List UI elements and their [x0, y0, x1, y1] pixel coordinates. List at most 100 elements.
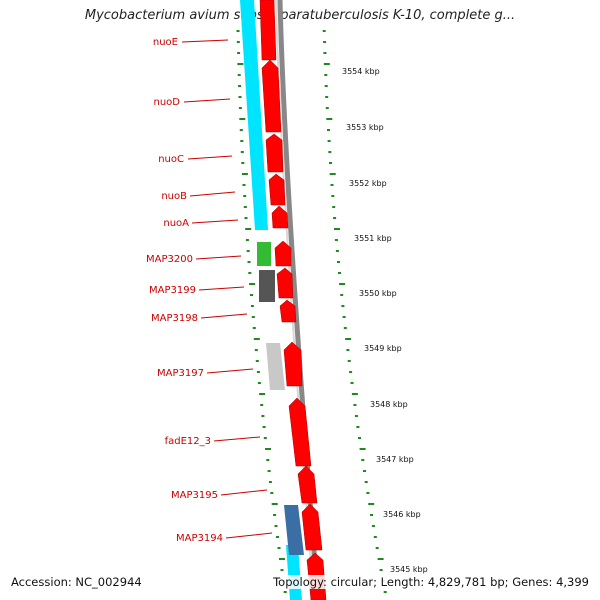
cds-arrow-MAP3197: [283, 341, 303, 387]
gene-label-MAP3199: MAP3199: [149, 285, 196, 296]
cds-arrow-nuoD: [261, 59, 282, 133]
outer-tick: [346, 349, 350, 351]
outer-tick: [332, 206, 336, 208]
outer-tick: [322, 30, 326, 32]
kbp-label-3549: 3549 kbp: [364, 344, 402, 353]
inner-tick: [240, 151, 244, 153]
inner-tick: [240, 140, 244, 142]
outer-tick-track: [322, 30, 387, 593]
gene-label-MAP3197: MAP3197: [157, 368, 204, 379]
outer-tick: [343, 327, 347, 329]
outer-tick: [370, 514, 373, 516]
outer-tick: [323, 63, 330, 65]
gene-labels: nuoE nuoD nuoC nuoB nuoA MAP3200 MAP3199…: [146, 37, 273, 544]
inner-tick: [241, 162, 245, 164]
inner-tick: [273, 514, 277, 516]
topology-label: Topology: circular; Length: 4,829,781 bp…: [271, 575, 591, 589]
gene-label-MAP3194: MAP3194: [176, 533, 223, 544]
outer-tick: [331, 195, 335, 197]
inner-tick: [238, 96, 242, 98]
outer-tick: [359, 448, 366, 450]
inner-tick: [248, 272, 252, 274]
outer-tick: [325, 107, 329, 109]
inner-tick: [244, 217, 248, 219]
outer-tick: [340, 294, 344, 296]
inner-tick: [243, 206, 247, 208]
inner-tick: [270, 492, 274, 494]
outer-tick: [364, 481, 368, 483]
inner-tick: [252, 327, 256, 329]
outer-tick: [323, 41, 327, 43]
blue-feature: [284, 505, 304, 555]
outer-tick: [342, 316, 346, 318]
gene-label-MAP3195: MAP3195: [171, 490, 218, 501]
cyan-feature-upper: [240, 0, 268, 230]
inner-tick: [250, 305, 254, 307]
inner-tick: [246, 250, 250, 252]
inner-tick: [239, 118, 246, 120]
accession-label: Accession: NC_002944: [9, 575, 144, 589]
gene-label-nuoC: nuoC: [158, 154, 184, 165]
gene-label-nuoA: nuoA: [163, 218, 189, 229]
outer-tick: [345, 338, 352, 340]
kbp-label-3545: 3545 kbp: [390, 565, 428, 574]
cds-arrow-nuoA: [271, 205, 289, 229]
inner-tick: [279, 558, 285, 560]
cds-arrow-MAP3198: [279, 299, 297, 323]
inner-tick: [243, 195, 247, 197]
inner-tick: [268, 481, 272, 483]
outer-tick: [333, 217, 337, 219]
inner-tick: [280, 569, 284, 571]
outer-tick: [325, 96, 329, 98]
gene-label-fadE12_3: fadE12_3: [165, 436, 211, 447]
inner-tick: [245, 228, 252, 230]
outer-tick: [339, 283, 346, 285]
outer-tick: [379, 569, 383, 571]
outer-tick: [383, 591, 387, 593]
inner-tick: [276, 536, 279, 538]
kbp-label-3546: 3546 kbp: [383, 510, 421, 519]
outer-tick: [368, 503, 375, 505]
outer-tick: [366, 492, 370, 494]
inner-tick: [265, 448, 271, 450]
outer-tick: [324, 74, 328, 76]
outer-tick: [337, 261, 340, 263]
inner-tick: [237, 52, 241, 54]
outer-tick: [353, 404, 357, 406]
green-feature: [257, 242, 271, 266]
inner-tick: [249, 283, 256, 285]
gene-label-MAP3200: MAP3200: [146, 254, 193, 265]
inner-tick: [259, 393, 266, 395]
outer-tick: [323, 52, 327, 54]
outer-tick: [350, 382, 354, 384]
kbp-label-3554: 3554 kbp: [342, 67, 380, 76]
outer-tick: [361, 459, 365, 461]
cds-arrow-nuoE: [259, 0, 277, 61]
inner-tick: [254, 349, 258, 351]
kbp-label-3553: 3553 kbp: [346, 123, 384, 132]
kbp-label-3550: 3550 kbp: [359, 289, 397, 298]
kbp-label-3552: 3552 kbp: [349, 179, 387, 188]
inner-tick: [283, 591, 287, 593]
outer-tick: [347, 360, 351, 362]
kbp-label-3547: 3547 kbp: [376, 455, 414, 464]
gene-label-nuoD: nuoD: [154, 97, 181, 108]
map-title: Mycobacterium avium subsp. paratuberculo…: [84, 8, 516, 23]
inner-tick: [266, 459, 270, 461]
cds-arrow-MAP3195: [297, 465, 318, 504]
outer-tick: [327, 140, 331, 142]
inner-tick: [241, 173, 248, 175]
outer-tick: [334, 239, 338, 241]
inner-tick: [267, 470, 271, 472]
inner-tick: [239, 129, 243, 131]
outer-tick: [329, 162, 332, 164]
outer-tick: [335, 250, 339, 252]
cds-arrow-MAP3200: [274, 240, 292, 267]
inner-tick: [250, 294, 253, 296]
inner-tick: [257, 382, 261, 384]
cds-arrow-fadE12_3: [288, 397, 312, 467]
cds-arrow-MAP3194: [301, 503, 323, 551]
outer-tick: [341, 305, 345, 307]
outer-tick: [363, 470, 366, 472]
